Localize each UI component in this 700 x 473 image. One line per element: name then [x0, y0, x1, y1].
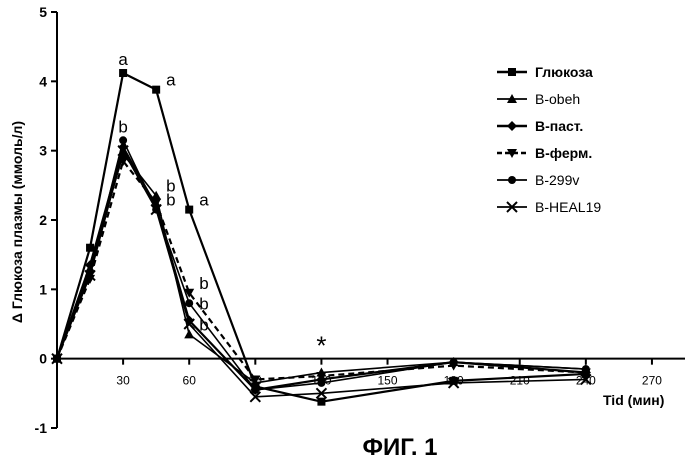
figure-caption: ФИГ. 1: [362, 434, 437, 461]
x-stroke: [117, 144, 129, 157]
legend-label: B-HEAL19: [535, 199, 601, 215]
data-point: [151, 198, 162, 208]
letter-annotation: b: [199, 274, 208, 293]
letter-annotation: b: [118, 117, 127, 136]
data-point: [151, 190, 162, 200]
y-tick-label: 3: [39, 143, 47, 159]
letter-annotation: a: [166, 71, 176, 90]
y-tick-label: -1: [35, 420, 48, 436]
x-stroke: [580, 373, 592, 386]
data-point: [449, 376, 458, 385]
x-stroke: [150, 203, 162, 216]
legend-entry: B-ферм.: [497, 145, 592, 161]
legend-label: B-паст.: [535, 118, 583, 134]
data-point: [185, 205, 194, 214]
significance-asterisk: *: [316, 331, 326, 361]
data-point: [185, 299, 194, 308]
legend-label: B-ферм.: [535, 145, 592, 161]
legend-marker: [508, 68, 516, 76]
y-tick-label: 1: [39, 281, 47, 297]
letter-annotation: a: [199, 191, 209, 210]
letter-annotation: b: [166, 191, 175, 210]
data-point: [152, 85, 161, 94]
x-tick-label: 60: [183, 374, 197, 388]
legend-entry: B-HEAL19: [497, 199, 601, 215]
data-point: [447, 377, 460, 389]
y-tick-label: 5: [39, 4, 47, 20]
data-point: [581, 365, 590, 374]
data-point: [86, 243, 95, 252]
y-tick-label: 4: [39, 73, 47, 89]
letter-annotation: a: [118, 50, 128, 69]
data-point: [183, 318, 195, 330]
data-point: [250, 375, 261, 385]
x-stroke: [249, 391, 262, 403]
data-point: [184, 288, 195, 298]
x-axis-label: Tid (мин): [603, 392, 664, 408]
data-point: [449, 358, 458, 367]
data-point: [580, 373, 592, 386]
data-point: [317, 397, 326, 406]
x-stroke: [84, 269, 96, 282]
data-point: [150, 203, 162, 216]
x-tick-label: 150: [378, 374, 398, 388]
legend-entry: B-obeh: [497, 91, 580, 107]
legend: Глюкоза B-obeh B-паст. B-ферм. B-299v B-HEAL1…: [497, 64, 601, 215]
data-point: [184, 329, 195, 339]
x-stroke: [183, 318, 195, 330]
data-point: [119, 136, 128, 145]
data-point: [84, 269, 96, 282]
legend-marker: [506, 201, 518, 213]
letter-annotation: b: [199, 315, 208, 334]
data-point: [51, 352, 63, 365]
letter-annotation: b: [166, 177, 175, 196]
series-layer: [51, 69, 592, 406]
x-stroke: [506, 201, 518, 213]
x-tick-label: 270: [642, 374, 662, 388]
legend-label: B-obeh: [535, 91, 580, 107]
data-point: [249, 391, 262, 403]
letter-annotation: b: [199, 295, 208, 314]
legend-label: B-299v: [535, 172, 579, 188]
data-point: [119, 69, 128, 78]
y-axis-label: Δ Глюкоза плазмы (ммоль/л): [9, 121, 25, 323]
x-stroke: [447, 377, 460, 389]
legend-marker: [507, 94, 517, 103]
legend-entry: B-299v: [497, 172, 579, 188]
legend-entry: Глюкоза: [497, 64, 593, 80]
x-tick-label: 30: [116, 374, 130, 388]
series-x: [51, 144, 592, 403]
data-point: [251, 385, 260, 394]
y-tick-label: 0: [39, 351, 47, 367]
data-point: [316, 372, 327, 381]
y-tick-label: 2: [39, 212, 47, 228]
x-stroke: [315, 387, 328, 400]
data-point: [117, 144, 129, 157]
legend-entry: B-паст.: [497, 118, 583, 134]
data-point: [315, 387, 328, 400]
legend-label: Глюкоза: [535, 64, 593, 80]
legend-marker: [508, 176, 516, 184]
data-point: [317, 378, 326, 387]
legend-marker: [507, 121, 517, 131]
x-stroke: [51, 352, 63, 365]
legend-marker: [507, 149, 517, 158]
